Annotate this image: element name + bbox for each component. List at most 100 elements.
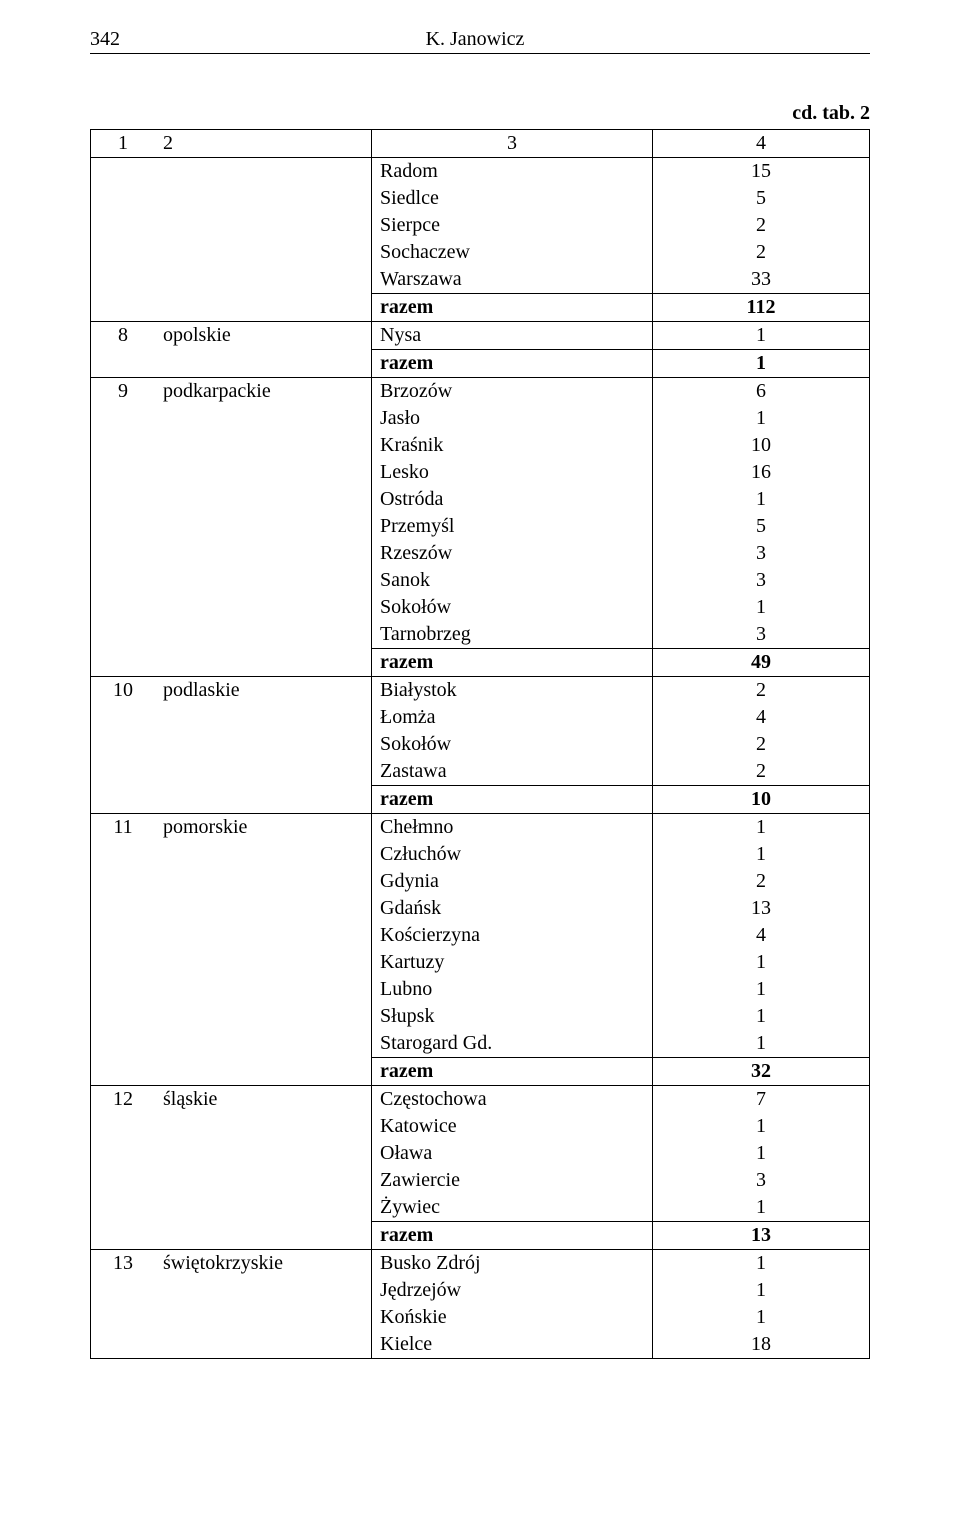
region-number bbox=[91, 731, 156, 758]
city-name: Częstochowa bbox=[372, 1086, 653, 1114]
city-value: 1 bbox=[653, 405, 870, 432]
table-row: Lubno1 bbox=[91, 976, 870, 1003]
city-name: Ostróda bbox=[372, 486, 653, 513]
region-number bbox=[91, 1003, 156, 1030]
region-name bbox=[155, 185, 372, 212]
region-name bbox=[155, 1194, 372, 1222]
region-number: 13 bbox=[91, 1250, 156, 1278]
region-number bbox=[91, 1331, 156, 1359]
table-total-row: razem1 bbox=[91, 350, 870, 378]
city-name: Brzozów bbox=[372, 378, 653, 406]
region-name bbox=[155, 567, 372, 594]
region-number bbox=[91, 239, 156, 266]
region-number bbox=[91, 1030, 156, 1058]
table-row: Warszawa33 bbox=[91, 266, 870, 294]
city-value: 6 bbox=[653, 378, 870, 406]
running-head-author: K. Janowicz bbox=[120, 28, 830, 51]
table-row: Katowice1 bbox=[91, 1113, 870, 1140]
city-value: 13 bbox=[653, 895, 870, 922]
city-name: Kielce bbox=[372, 1331, 653, 1359]
city-name: Kartuzy bbox=[372, 949, 653, 976]
city-name: Siedlce bbox=[372, 185, 653, 212]
city-value: 1 bbox=[653, 976, 870, 1003]
table-row: Lesko16 bbox=[91, 459, 870, 486]
table-row: Słupsk1 bbox=[91, 1003, 870, 1030]
region-number bbox=[91, 868, 156, 895]
table-row: Końskie1 bbox=[91, 1304, 870, 1331]
region-number bbox=[91, 486, 156, 513]
total-value: 49 bbox=[653, 649, 870, 677]
region-name: pomorskie bbox=[155, 814, 372, 842]
table-header-row: 1234 bbox=[91, 130, 870, 158]
city-name: Jasło bbox=[372, 405, 653, 432]
region-name bbox=[155, 158, 372, 186]
city-name: Końskie bbox=[372, 1304, 653, 1331]
region-name bbox=[155, 1304, 372, 1331]
total-label: razem bbox=[372, 649, 653, 677]
cell-empty bbox=[91, 1058, 156, 1086]
table-caption: cd. tab. 2 bbox=[90, 102, 870, 125]
city-value: 1 bbox=[653, 486, 870, 513]
total-label: razem bbox=[372, 1058, 653, 1086]
city-value: 5 bbox=[653, 513, 870, 540]
total-label: razem bbox=[372, 294, 653, 322]
total-value: 13 bbox=[653, 1222, 870, 1250]
region-name: podlaskie bbox=[155, 677, 372, 705]
cell-empty bbox=[155, 350, 372, 378]
table-row: 9podkarpackieBrzozów6 bbox=[91, 378, 870, 406]
region-number bbox=[91, 895, 156, 922]
region-number bbox=[91, 949, 156, 976]
cell-empty bbox=[91, 1222, 156, 1250]
table-row: Kielce18 bbox=[91, 1331, 870, 1359]
cell-empty bbox=[155, 1222, 372, 1250]
region-name bbox=[155, 1113, 372, 1140]
cell-empty bbox=[155, 649, 372, 677]
cell-empty bbox=[155, 1058, 372, 1086]
city-name: Słupsk bbox=[372, 1003, 653, 1030]
region-number bbox=[91, 158, 156, 186]
city-value: 1 bbox=[653, 1113, 870, 1140]
data-table: 1234Radom15Siedlce5Sierpce2Sochaczew2War… bbox=[90, 129, 870, 1359]
table-row: Kartuzy1 bbox=[91, 949, 870, 976]
region-number: 8 bbox=[91, 322, 156, 350]
region-number bbox=[91, 841, 156, 868]
total-label: razem bbox=[372, 1222, 653, 1250]
col-header: 1 bbox=[91, 130, 156, 158]
total-value: 112 bbox=[653, 294, 870, 322]
city-name: Sokołów bbox=[372, 731, 653, 758]
region-name bbox=[155, 212, 372, 239]
city-value: 18 bbox=[653, 1331, 870, 1359]
city-name: Żywiec bbox=[372, 1194, 653, 1222]
city-value: 1 bbox=[653, 594, 870, 621]
total-label: razem bbox=[372, 786, 653, 814]
region-name bbox=[155, 949, 372, 976]
table-total-row: razem112 bbox=[91, 294, 870, 322]
city-name: Łomża bbox=[372, 704, 653, 731]
table-row: Przemyśl5 bbox=[91, 513, 870, 540]
city-value: 3 bbox=[653, 621, 870, 649]
region-number bbox=[91, 1277, 156, 1304]
table-row: Gdańsk13 bbox=[91, 895, 870, 922]
table-row: Starogard Gd.1 bbox=[91, 1030, 870, 1058]
city-value: 2 bbox=[653, 731, 870, 758]
city-name: Katowice bbox=[372, 1113, 653, 1140]
region-number bbox=[91, 513, 156, 540]
table-total-row: razem13 bbox=[91, 1222, 870, 1250]
city-value: 1 bbox=[653, 1003, 870, 1030]
city-value: 7 bbox=[653, 1086, 870, 1114]
table-row: Jędrzejów1 bbox=[91, 1277, 870, 1304]
cell-empty bbox=[155, 786, 372, 814]
region-name bbox=[155, 841, 372, 868]
region-name bbox=[155, 432, 372, 459]
city-value: 1 bbox=[653, 841, 870, 868]
region-number bbox=[91, 621, 156, 649]
city-name: Człuchów bbox=[372, 841, 653, 868]
table-row: Sokołów2 bbox=[91, 731, 870, 758]
table-row: Gdynia2 bbox=[91, 868, 870, 895]
region-number bbox=[91, 540, 156, 567]
city-name: Przemyśl bbox=[372, 513, 653, 540]
city-name: Nysa bbox=[372, 322, 653, 350]
table-row: Zastawa2 bbox=[91, 758, 870, 786]
region-name bbox=[155, 1140, 372, 1167]
city-value: 3 bbox=[653, 540, 870, 567]
